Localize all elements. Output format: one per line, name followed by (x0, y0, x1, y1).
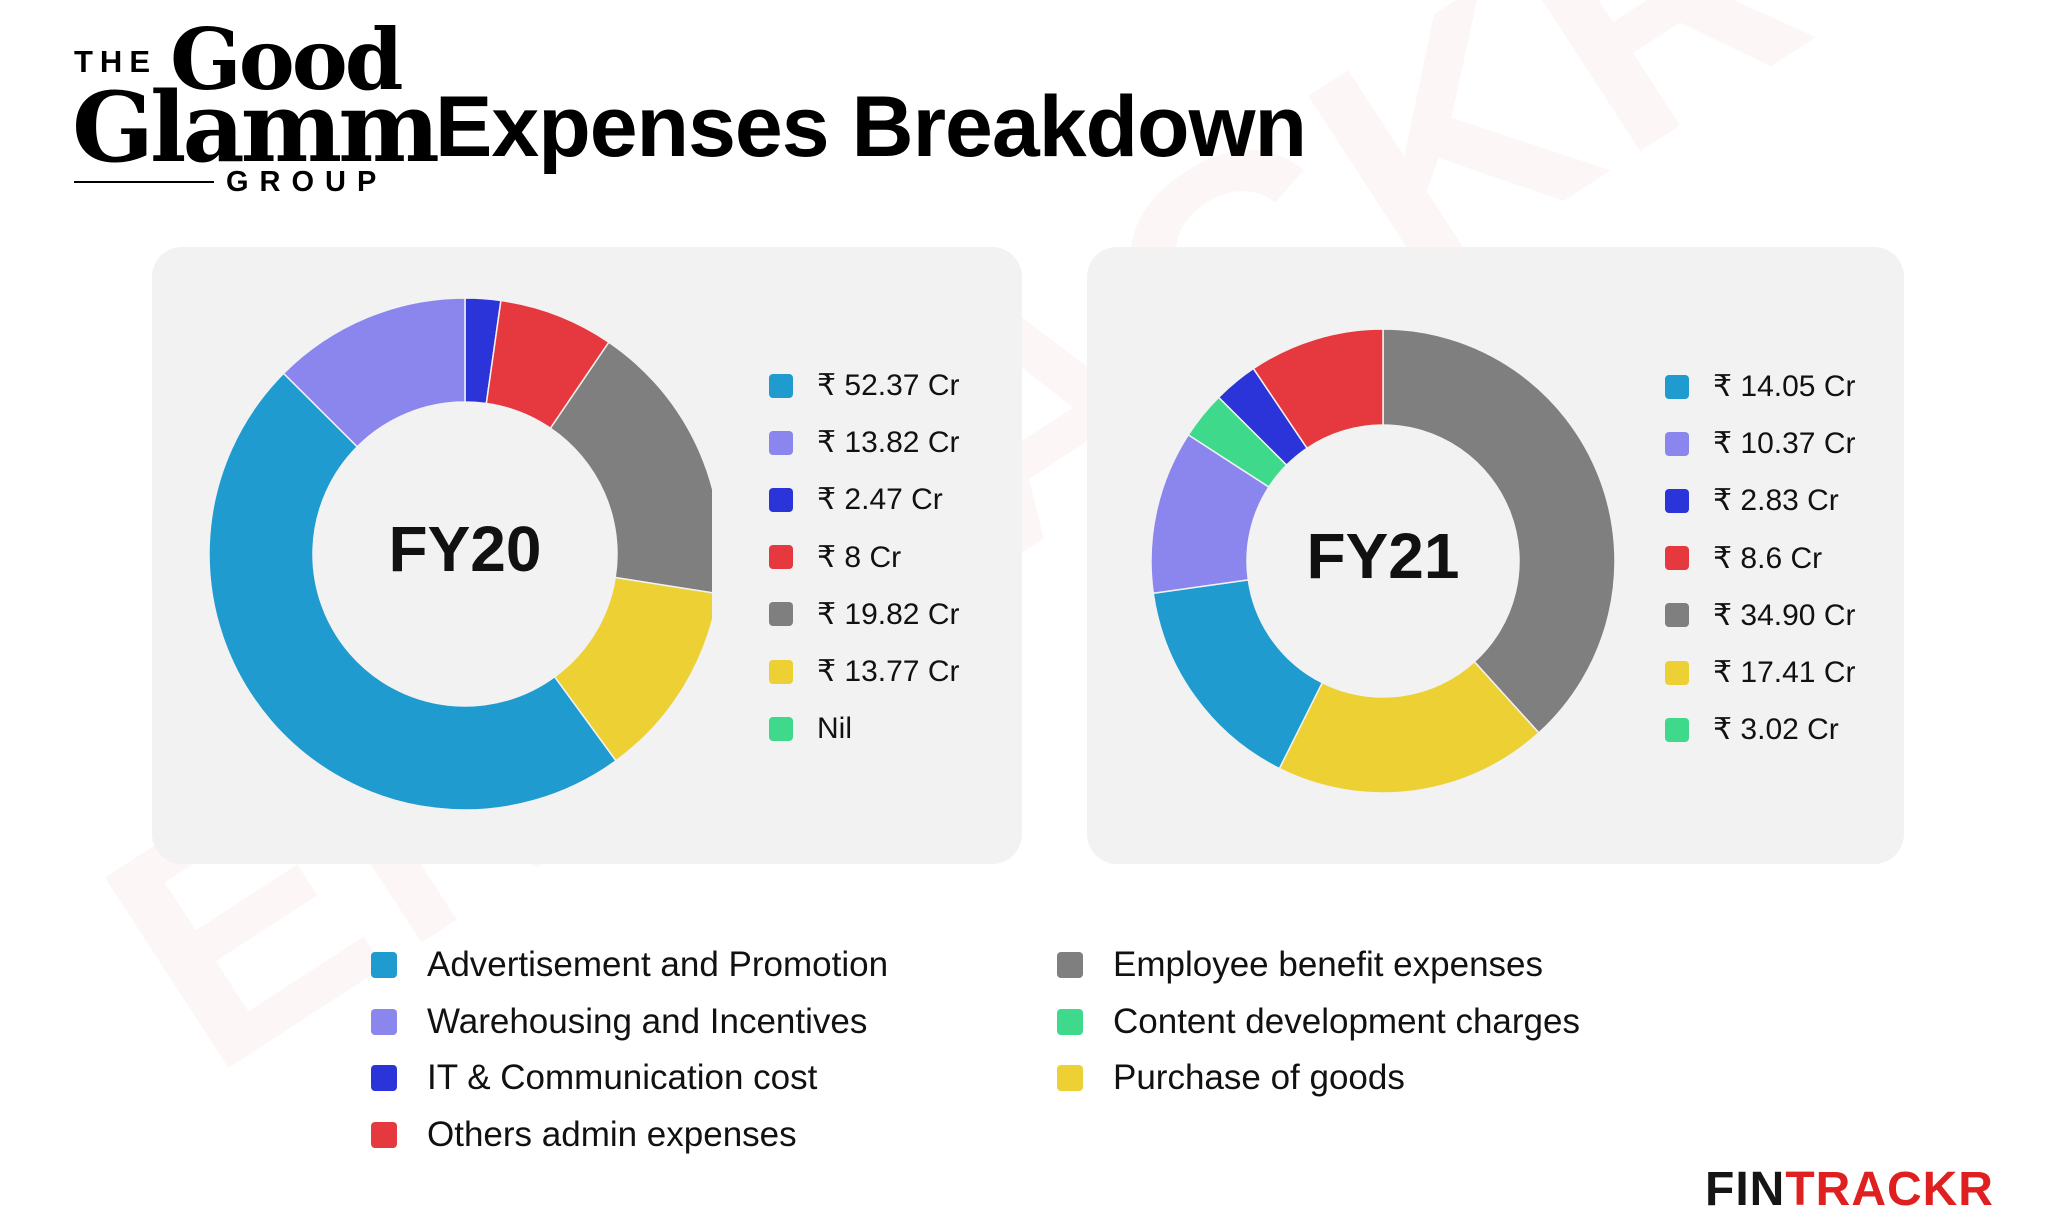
value-label: ₹ 8.6 Cr (1713, 541, 1823, 575)
swatch-employee (1665, 603, 1689, 628)
logo-rule (74, 181, 214, 183)
category-legend-item-advertisement: Advertisement and Promotion (371, 937, 888, 994)
fy20-legend-item-advertisement: ₹ 52.37 Cr (769, 357, 960, 414)
fy21-legend-item-it: ₹ 2.83 Cr (1665, 472, 1856, 529)
fy20-legend-item-purchase: ₹ 13.77 Cr (769, 643, 960, 700)
category-legend-right: Employee benefit expenses Content develo… (1057, 937, 1580, 1107)
value-label: ₹ 17.41 Cr (1713, 656, 1856, 690)
category-legend-item-content: Content development charges (1057, 994, 1580, 1051)
swatch-purchase (769, 659, 793, 684)
value-label: Nil (817, 711, 852, 745)
category-label: Warehousing and Incentives (427, 1001, 868, 1041)
fy20-value-legend: ₹ 52.37 Cr ₹ 13.82 Cr ₹ 2.47 Cr ₹ 8 Cr ₹… (769, 357, 960, 757)
value-label: ₹ 19.82 Cr (817, 597, 960, 631)
donut-slice-purchase (1278, 660, 1540, 794)
swatch-advertisement (1665, 374, 1689, 399)
fy20-center-label: FY20 (389, 513, 542, 585)
logo-glamm: Glamm (72, 71, 440, 184)
swatch-it (1665, 488, 1689, 513)
value-label: ₹ 10.37 Cr (1713, 427, 1856, 461)
fy21-legend-item-employee: ₹ 34.90 Cr (1665, 587, 1856, 644)
swatch-employee (1057, 952, 1083, 979)
value-label: ₹ 52.37 Cr (817, 369, 960, 403)
swatch-others (769, 545, 793, 570)
brand-trackr: TRACKR (1785, 1163, 1994, 1216)
category-legend-item-it: IT & Communication cost (371, 1050, 888, 1107)
category-label: IT & Communication cost (427, 1058, 818, 1098)
donut-slice-advertisement (208, 372, 617, 811)
fy21-legend-item-warehousing: ₹ 10.37 Cr (1665, 415, 1856, 472)
category-label: Others admin expenses (427, 1114, 797, 1154)
donut-slice-employee (1382, 328, 1616, 734)
category-label: Purchase of goods (1113, 1058, 1405, 1098)
value-label: ₹ 3.02 Cr (1713, 713, 1839, 747)
swatch-purchase (1665, 660, 1689, 685)
logo-good: Good (170, 10, 404, 109)
swatch-warehousing (371, 1008, 397, 1035)
category-label: Content development charges (1113, 1001, 1580, 1041)
category-legend-item-others: Others admin expenses (371, 1107, 888, 1164)
logo-group: GROUP (226, 166, 388, 198)
fy21-legend-item-content: ₹ 3.02 Cr (1665, 701, 1856, 758)
fy21-legend-item-others: ₹ 8.6 Cr (1665, 530, 1856, 587)
swatch-content (1665, 717, 1689, 742)
category-legend-item-employee: Employee benefit expenses (1057, 937, 1580, 994)
fy21-chart-panel: FY21 ₹ 14.05 Cr ₹ 10.37 Cr ₹ 2.83 Cr ₹ 8… (1087, 247, 1904, 864)
fy21-legend-item-purchase: ₹ 17.41 Cr (1665, 644, 1856, 701)
swatch-warehousing (1665, 431, 1689, 456)
fy20-legend-item-others: ₹ 8 Cr (769, 529, 960, 586)
swatch-it (371, 1065, 397, 1092)
value-label: ₹ 2.83 Cr (1713, 484, 1839, 518)
value-label: ₹ 34.90 Cr (1713, 598, 1856, 632)
donut-slice-others (1252, 328, 1384, 450)
swatch-advertisement (371, 952, 397, 979)
fy20-chart-panel: FY20 ₹ 52.37 Cr ₹ 13.82 Cr ₹ 2.47 Cr ₹ 8… (152, 247, 1022, 864)
fy20-legend-item-content: Nil (769, 700, 960, 757)
fy20-legend-item-it: ₹ 2.47 Cr (769, 471, 960, 528)
donut-slice-employee (549, 341, 712, 594)
swatch-employee (769, 602, 793, 627)
swatch-others (1665, 546, 1689, 571)
fy20-legend-item-employee: ₹ 19.82 Cr (769, 586, 960, 643)
fy21-center-label: FY21 (1307, 520, 1460, 592)
swatch-advertisement (769, 373, 793, 398)
page-title: Expenses Breakdown (435, 79, 1307, 175)
category-legend-left: Advertisement and Promotion Warehousing … (371, 937, 888, 1163)
swatch-purchase (1057, 1065, 1083, 1092)
swatch-content (769, 716, 793, 741)
fy21-donut-chart: FY21 (1150, 328, 1616, 794)
fintrackr-logo: FINTRACKR (1705, 1162, 1994, 1217)
category-label: Employee benefit expenses (1113, 945, 1543, 985)
fy20-legend-item-warehousing: ₹ 13.82 Cr (769, 414, 960, 471)
category-legend-item-purchase: Purchase of goods (1057, 1050, 1580, 1107)
value-label: ₹ 14.05 Cr (1713, 370, 1856, 404)
fy20-donut-chart: FY20 (208, 297, 712, 811)
fy21-value-legend: ₹ 14.05 Cr ₹ 10.37 Cr ₹ 2.83 Cr ₹ 8.6 Cr… (1665, 358, 1856, 758)
good-glamm-logo: THE Good Glamm GROUP (70, 10, 440, 199)
value-label: ₹ 8 Cr (817, 540, 902, 574)
category-legend-item-warehousing: Warehousing and Incentives (371, 994, 888, 1051)
swatch-others (371, 1121, 397, 1148)
logo-the: THE (74, 44, 157, 79)
value-label: ₹ 2.47 Cr (817, 483, 943, 517)
swatch-warehousing (769, 430, 793, 455)
swatch-content (1057, 1008, 1083, 1035)
fy21-legend-item-advertisement: ₹ 14.05 Cr (1665, 358, 1856, 415)
category-label: Advertisement and Promotion (427, 945, 889, 985)
value-label: ₹ 13.82 Cr (817, 426, 960, 460)
swatch-it (769, 487, 793, 512)
donut-slice-warehousing (282, 297, 466, 448)
brand-fin: FIN (1705, 1163, 1786, 1216)
value-label: ₹ 13.77 Cr (817, 655, 960, 689)
